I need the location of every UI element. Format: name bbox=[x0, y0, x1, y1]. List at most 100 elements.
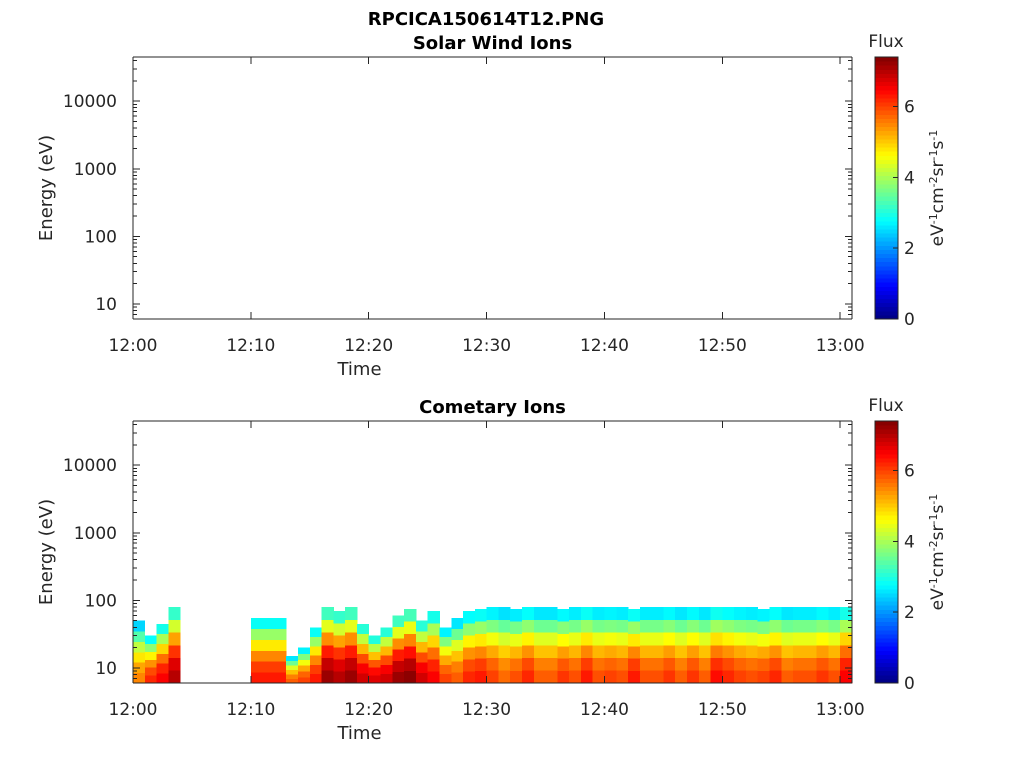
spectrogram-cell bbox=[451, 661, 464, 673]
spectrogram-cell bbox=[545, 644, 558, 659]
spectrogram-cell bbox=[592, 657, 605, 671]
spectrogram-cell bbox=[828, 644, 841, 659]
colorbar-swatch bbox=[875, 192, 898, 197]
spectrogram-cell bbox=[356, 643, 370, 654]
y-axis-label: Energy (eV) bbox=[36, 499, 57, 605]
spectrogram-cell bbox=[628, 658, 641, 672]
spectrogram-cell bbox=[168, 619, 181, 633]
colorbar-swatch bbox=[875, 85, 898, 91]
y-tick-label: 1000 bbox=[74, 524, 117, 544]
spectrogram-cell bbox=[392, 649, 405, 661]
spectrogram-cell bbox=[133, 651, 146, 663]
spectrogram-cell bbox=[486, 670, 499, 684]
spectrogram-cell bbox=[628, 670, 641, 684]
colorbar-swatch bbox=[875, 601, 898, 606]
spectrogram-cell bbox=[521, 619, 535, 633]
spectrogram-cell bbox=[745, 644, 759, 659]
spectrogram-cell bbox=[616, 632, 629, 646]
spectrogram-cell bbox=[144, 651, 157, 660]
colorbar-tick-label: 4 bbox=[904, 168, 915, 188]
colorbar-swatch bbox=[875, 535, 898, 541]
spectrogram-cell bbox=[463, 634, 476, 648]
spectrogram-cell bbox=[368, 675, 381, 684]
colorbar-swatch bbox=[875, 662, 898, 668]
spectrogram-cell bbox=[710, 606, 723, 621]
colorbar-swatch bbox=[875, 560, 898, 565]
spectrogram-cell bbox=[663, 670, 676, 684]
spectrogram-cell bbox=[663, 632, 676, 646]
colorbar-swatch bbox=[875, 138, 898, 144]
colorbar-title: Flux bbox=[868, 32, 903, 52]
spectrogram-cell bbox=[274, 650, 287, 662]
spectrogram-cell bbox=[734, 606, 747, 621]
spectrogram-cell bbox=[557, 645, 570, 659]
colorbar-swatch bbox=[875, 294, 898, 300]
spectrogram-cell bbox=[604, 670, 617, 684]
spectrogram-cell bbox=[722, 619, 735, 633]
spectrogram-cell bbox=[663, 619, 676, 633]
colorbar-swatch bbox=[875, 592, 898, 598]
spectrogram-cell bbox=[309, 655, 322, 665]
x-tick-label: 12:30 bbox=[462, 700, 511, 720]
x-tick-label: 12:00 bbox=[109, 700, 158, 720]
spectrogram-cell bbox=[545, 670, 558, 684]
spectrogram-cell bbox=[734, 619, 747, 633]
spectrogram-cell bbox=[745, 606, 759, 621]
spectrogram-cell bbox=[804, 670, 818, 684]
spectrogram-cell bbox=[651, 606, 664, 621]
spectrogram-cell bbox=[451, 650, 464, 662]
colorbar-swatch bbox=[875, 437, 898, 442]
colorbar-swatch bbox=[875, 572, 898, 578]
spectrogram-cell bbox=[133, 620, 146, 632]
colorbar-swatch bbox=[875, 147, 898, 152]
spectrogram-cell bbox=[675, 644, 688, 659]
spectrogram-cell bbox=[616, 644, 629, 659]
spectrogram-cell bbox=[298, 653, 311, 660]
colorbar-swatch bbox=[875, 228, 898, 234]
spectrogram-cell bbox=[698, 657, 711, 671]
spectrogram-cell bbox=[533, 657, 546, 671]
spectrogram-cell bbox=[286, 656, 299, 661]
spectrogram-cell bbox=[769, 619, 782, 633]
colorbar-swatch bbox=[875, 461, 898, 467]
spectrogram-cell bbox=[168, 632, 181, 646]
colorbar-swatch bbox=[875, 531, 898, 537]
spectrogram-cell bbox=[545, 657, 558, 671]
spectrogram-cell bbox=[133, 672, 146, 684]
spectrogram bbox=[133, 606, 853, 684]
colorbar-swatch bbox=[875, 273, 898, 279]
spectrogram-cell bbox=[286, 665, 299, 670]
spectrogram-cell bbox=[557, 608, 570, 622]
spectrogram-cell bbox=[262, 628, 275, 641]
colorbar-swatch bbox=[875, 314, 898, 320]
spectrogram-cell bbox=[804, 632, 818, 646]
colorbar-swatch bbox=[875, 237, 898, 242]
spectrogram-cell bbox=[286, 674, 299, 679]
spectrogram-cell bbox=[781, 606, 794, 621]
spectrogram-cell bbox=[616, 606, 629, 621]
spectrogram-cell bbox=[404, 608, 417, 622]
colorbar-swatch bbox=[875, 474, 898, 479]
spectrogram-cell bbox=[686, 632, 700, 646]
panel-solar-wind-ions: Solar Wind Ions 12:00 12:10 12:20 12:30 12:40… bbox=[36, 32, 948, 380]
colorbar-swatch bbox=[875, 502, 898, 508]
spectrogram-cell bbox=[380, 636, 393, 647]
colorbar-swatch bbox=[875, 204, 898, 209]
colorbar-swatch bbox=[875, 453, 898, 459]
colorbar-frame bbox=[874, 56, 899, 320]
colorbar-swatch bbox=[875, 449, 898, 455]
spectrogram-cell bbox=[439, 673, 452, 684]
spectrogram-cell bbox=[580, 606, 594, 621]
spectrogram-cell bbox=[592, 644, 605, 659]
spectrogram-cell bbox=[274, 639, 287, 651]
spectrogram-cell bbox=[463, 610, 476, 624]
colorbar-swatch bbox=[875, 490, 898, 496]
spectrogram-cell bbox=[710, 644, 723, 659]
spectrogram-cell bbox=[415, 672, 429, 684]
colorbar-tick-label: 2 bbox=[904, 239, 915, 259]
spectrogram-cell bbox=[439, 627, 452, 637]
x-tick-label: 12:50 bbox=[698, 336, 747, 356]
spectrogram-cell bbox=[333, 646, 346, 660]
colorbar-swatch bbox=[875, 650, 898, 655]
